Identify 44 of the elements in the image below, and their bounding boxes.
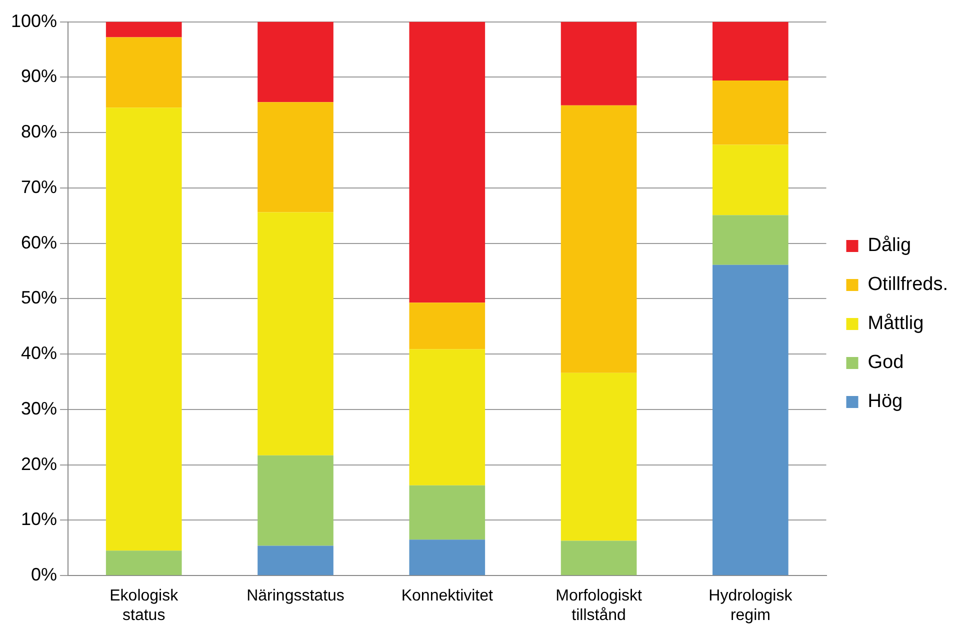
x-tick-label: Hydrologisk regim — [708, 588, 794, 624]
y-tick-label: 90% — [21, 66, 58, 86]
bar — [106, 37, 182, 108]
bar — [258, 546, 334, 576]
legend-label: Otillfreds. — [868, 274, 948, 296]
bar — [106, 550, 182, 576]
bar — [409, 22, 486, 303]
y-tick-label: 10% — [21, 509, 58, 530]
legend-label: God — [868, 352, 904, 374]
bar — [712, 80, 788, 145]
bar — [712, 22, 788, 81]
legend-label: Dålig — [868, 235, 912, 256]
bar — [409, 302, 486, 350]
legend-label: Hög — [868, 391, 903, 412]
bar — [409, 540, 486, 576]
y-tick-label: 80% — [21, 122, 58, 142]
bar — [258, 102, 334, 212]
bar — [560, 372, 637, 541]
bar — [712, 144, 788, 216]
bar — [258, 22, 334, 102]
y-tick-label: 40% — [21, 343, 58, 364]
bar — [560, 22, 637, 106]
bar — [106, 108, 182, 551]
bar — [409, 485, 486, 540]
bar — [106, 22, 182, 38]
y-tick-label: 0% — [31, 564, 58, 585]
bar — [712, 215, 788, 265]
y-tick-label: 30% — [21, 398, 58, 418]
bar — [258, 455, 334, 546]
y-tick-label: 100% — [10, 10, 58, 31]
bar — [258, 212, 334, 456]
y-tick-label: 20% — [21, 454, 58, 474]
x-tick-label: Näringsstatus — [246, 588, 344, 605]
y-tick-label: 70% — [21, 176, 58, 197]
bar — [409, 349, 486, 486]
y-tick-label: 60% — [21, 232, 58, 252]
bar — [560, 105, 637, 373]
legend-label: Måttlig — [868, 313, 924, 334]
x-tick-label: Konnektivitet — [401, 588, 494, 605]
x-tick-label: Ekologisk status — [110, 588, 180, 624]
y-tick-label: 50% — [21, 288, 58, 308]
bar — [560, 540, 637, 576]
x-tick-label: Morfologiskt tillstånd — [556, 588, 642, 624]
bar — [712, 264, 788, 576]
